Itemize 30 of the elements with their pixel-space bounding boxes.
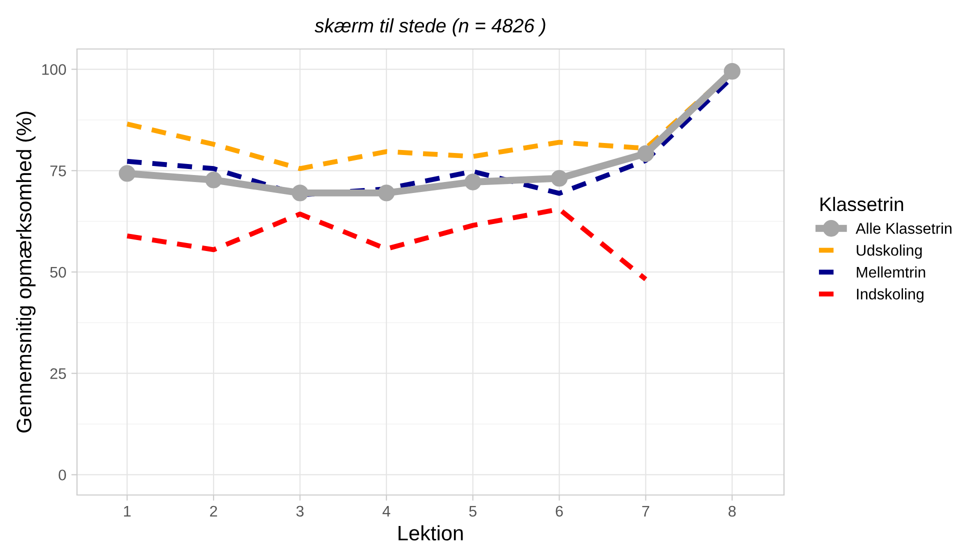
y-tick-label: 100 — [42, 64, 66, 75]
x-tick-label: 8 — [728, 506, 736, 517]
y-tick-label: 50 — [50, 266, 66, 278]
x-tick-label: 6 — [556, 506, 563, 517]
point — [378, 184, 395, 202]
point — [292, 184, 308, 202]
point — [118, 165, 136, 182]
chart-title: skærm til stede (n = 4826 ) — [314, 18, 546, 36]
y-tick-label: 25 — [50, 368, 66, 380]
y-tick-label: 0 — [58, 470, 66, 480]
legend-label: Mellemtrin — [856, 266, 926, 278]
legend-label: Alle Klassetrin — [856, 222, 952, 234]
line-series — [124, 206, 648, 282]
legend-label: Indskoling — [857, 288, 924, 303]
x-tick-label: 2 — [210, 506, 218, 516]
y-axis-title: Gennemsnitig opmærksomhed (%) — [16, 112, 36, 432]
x-tick-label: 3 — [296, 506, 304, 517]
point — [724, 62, 740, 80]
point — [205, 172, 222, 188]
legend-label: Udskoling — [856, 244, 922, 259]
x-axis-title: Lektion — [398, 525, 463, 541]
x-tick-label: 7 — [642, 506, 650, 516]
point — [637, 145, 654, 162]
x-tick-label: 1 — [124, 506, 131, 516]
x-tick-label: 5 — [469, 506, 476, 517]
legend-title: Klassetrin — [820, 196, 904, 212]
point — [550, 170, 568, 187]
x-tick-label: 4 — [382, 506, 390, 516]
point — [464, 174, 482, 190]
y-tick-label: 75 — [50, 166, 66, 176]
